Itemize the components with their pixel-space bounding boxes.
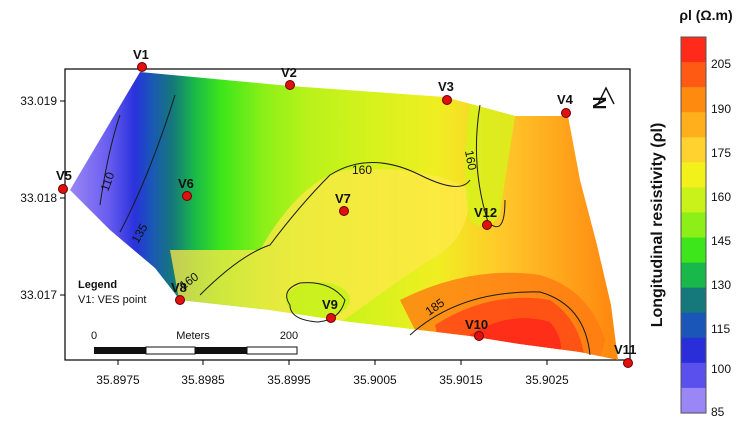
svg-text:V1: V1 [133,47,149,62]
svg-text:V4: V4 [557,92,574,107]
ves-point[interactable]: V5 [56,168,72,194]
colorbar-axis-label: Longitudinal resistivity (ρl) [649,123,666,328]
svg-text:V5: V5 [56,168,72,183]
x-tick-label: 35.9025 [525,373,569,387]
colorbar-tick-label: 130 [711,278,731,292]
svg-text:V8: V8 [171,280,187,295]
scale-end: 200 [280,330,298,342]
scale-start: 0 [91,330,97,342]
colorbar-swatch [681,387,706,414]
colorbar-swatch [681,237,706,264]
colorbar-swatch [681,212,706,239]
colorbar-swatch [681,162,706,188]
x-tick-label: 35.8975 [96,373,140,387]
legend-entry: V1: VES point [78,294,147,306]
svg-text:V3: V3 [438,79,454,94]
ves-point[interactable]: V7 [335,191,351,216]
colorbar-swatch [681,112,706,138]
x-tick-label: 35.8995 [267,373,311,387]
contour-lines [99,94,591,356]
x-axis: 35.8975 35.8985 35.8995 35.9005 35.9015 … [96,360,569,387]
colorbar-swatch [681,262,706,289]
colorbar-swatches [681,37,706,414]
y-axis: 33.019 33.018 33.017 [20,94,65,302]
contour-label: 160 [462,149,479,171]
colorbar-swatch [681,362,706,389]
colorbar-tick-label: 85 [711,405,725,419]
ves-point[interactable]: V3 [438,79,454,105]
colorbar-ticks: 205 190 175 160 145 130 115 100 85 [711,57,731,419]
map-frame [64,68,631,361]
colorbar-tick-label: 145 [711,234,731,248]
scale-bar: 0 Meters 200 [91,330,298,355]
svg-text:V2: V2 [281,65,297,80]
study-area [70,72,618,360]
ves-point[interactable]: V6 [178,176,194,201]
ves-point[interactable]: V12 [474,205,497,230]
ves-point[interactable]: V1 [133,47,149,72]
ves-point[interactable]: V2 [281,65,297,90]
contour-label: 110 [98,170,118,193]
ves-point[interactable]: V11 [614,342,636,368]
colorbar-tick-label: 190 [711,102,731,116]
north-arrow-icon: N [590,86,615,110]
colorbar-swatch [681,287,706,314]
colorbar-swatch [681,187,706,214]
colorbar-tick-label: 100 [711,362,731,376]
svg-text:V11: V11 [614,342,636,357]
ves-point[interactable]: V4 [557,92,574,118]
y-tick-label: 33.017 [20,288,57,302]
colorbar-title: ρl (Ω.m) [679,7,732,23]
colorbar-swatch [681,87,706,113]
ves-point[interactable]: V10 [465,317,488,341]
colorbar: ρl (Ω.m) 205 190 175 160 145 130 115 100… [649,7,733,419]
colorbar-swatch [681,337,706,364]
y-tick-label: 33.018 [20,191,57,205]
ves-point[interactable]: V9 [322,297,338,323]
legend-title: Legend [78,279,117,291]
colorbar-swatch [681,312,706,339]
ves-point[interactable]: V8 [171,280,187,305]
svg-text:V6: V6 [178,176,194,191]
colorbar-tick-label: 160 [711,190,731,204]
contour-label: 160 [352,163,372,177]
x-tick-label: 35.9015 [439,373,483,387]
colorbar-tick-label: 175 [711,146,731,160]
svg-text:V10: V10 [465,317,488,332]
x-tick-label: 35.9005 [353,373,397,387]
y-tick-label: 33.019 [20,94,57,108]
svg-text:V7: V7 [335,191,351,206]
svg-text:N: N [590,97,610,110]
x-tick-label: 35.8985 [181,373,225,387]
colorbar-swatch [681,137,706,163]
colorbar-swatch [681,62,706,88]
ves-points: V1 V2 V3 V4 V5 V6 V7 V8 V9 V10 V11 V12 [56,47,636,368]
colorbar-tick-label: 115 [711,322,730,336]
colorbar-tick-label: 205 [711,57,731,71]
svg-text:V12: V12 [474,205,497,220]
scale-unit: Meters [176,330,210,342]
colorbar-swatch [681,37,706,63]
map-legend: Legend V1: VES point [78,279,147,306]
svg-text:V9: V9 [322,297,338,312]
